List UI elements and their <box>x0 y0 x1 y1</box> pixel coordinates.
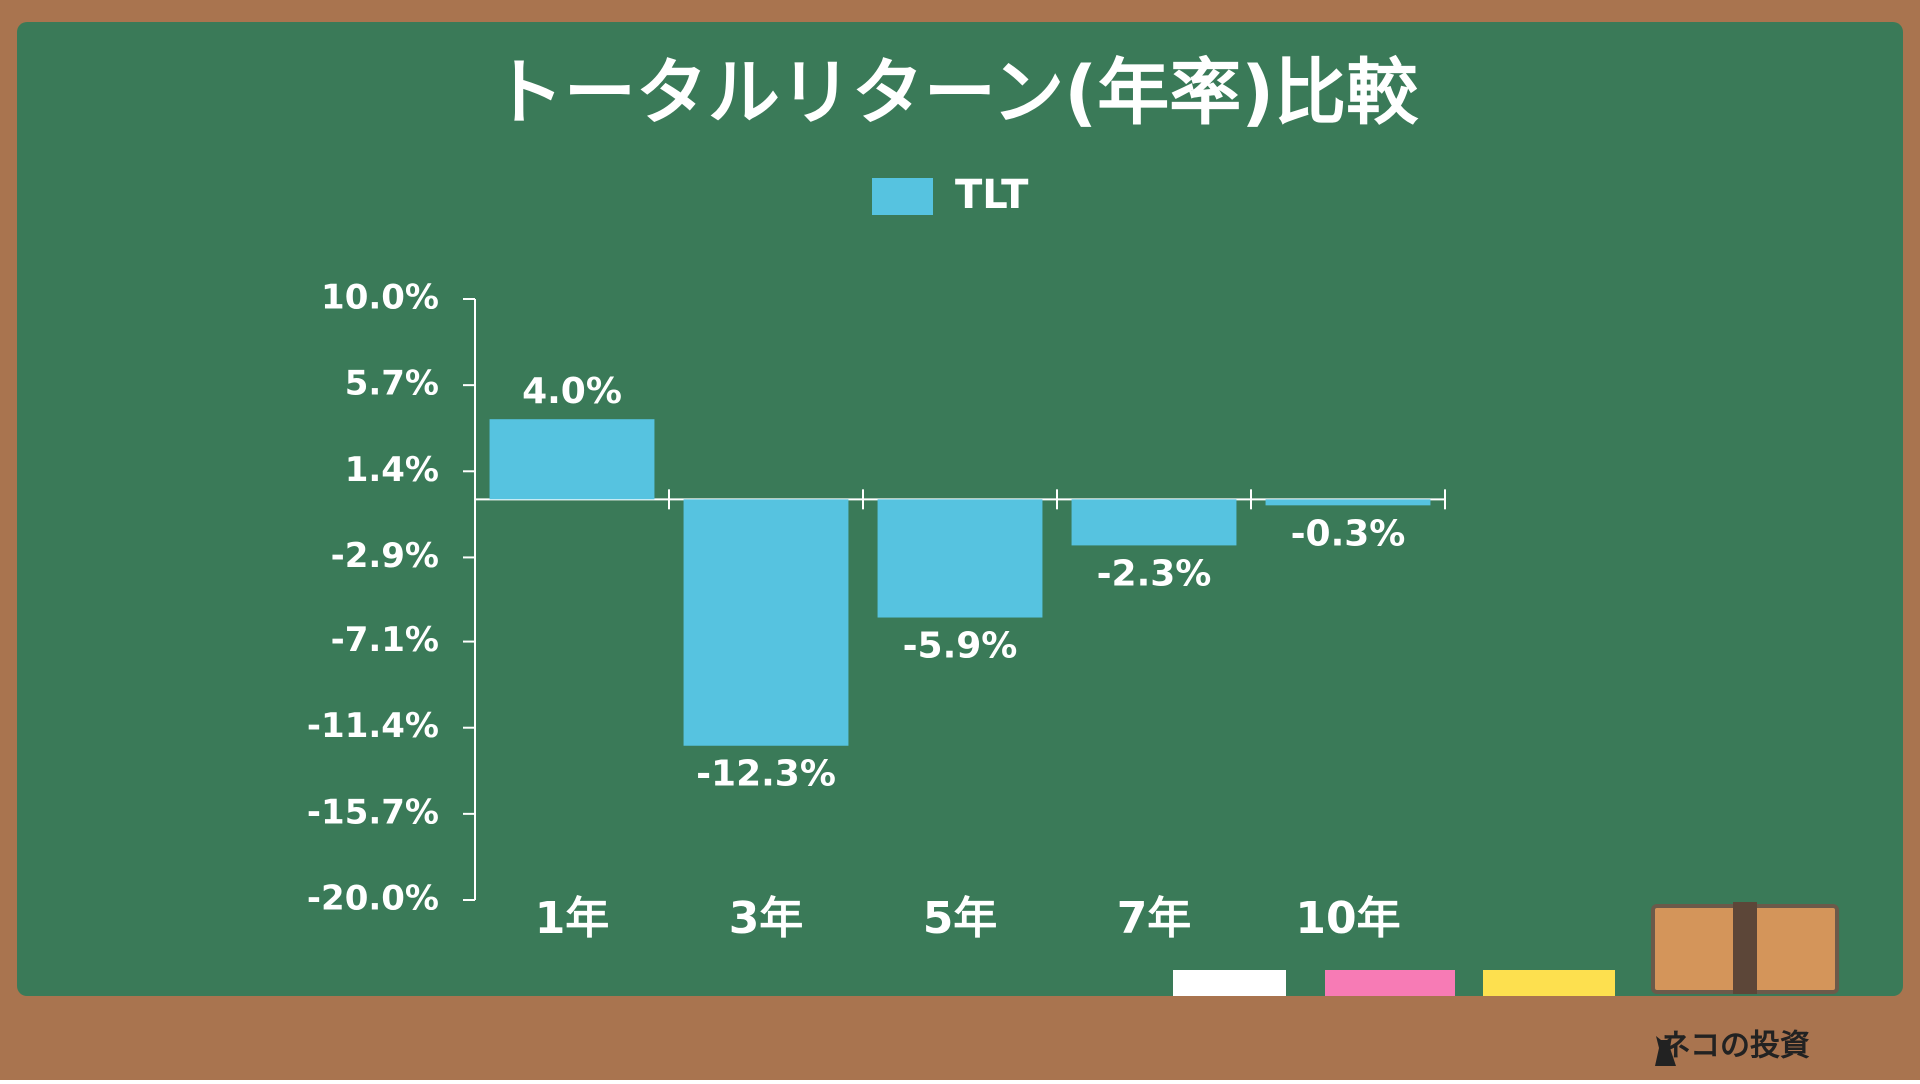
x-tick-label: 3年 <box>729 893 804 944</box>
y-tick-label: -11.4% <box>307 706 439 746</box>
bar <box>1071 499 1237 546</box>
y-tick-label: 5.7% <box>345 364 439 404</box>
chalk-white <box>1173 970 1286 996</box>
value-label: -2.3% <box>1097 553 1212 594</box>
value-label: -12.3% <box>696 754 836 795</box>
legend-swatch <box>872 178 933 215</box>
value-label: -5.9% <box>903 626 1018 667</box>
chart-title: トータルリターン(年率)比較 <box>492 51 1419 135</box>
x-tick-label: 10年 <box>1295 893 1400 944</box>
x-tick-label: 7年 <box>1117 893 1192 944</box>
bar <box>1265 499 1431 506</box>
value-label: 4.0% <box>522 371 622 412</box>
y-tick-label: 1.4% <box>345 450 439 490</box>
x-tick-label: 1年 <box>535 893 610 944</box>
value-label: -0.3% <box>1291 513 1406 554</box>
brand: ネコの投資 <box>1661 1029 1810 1064</box>
eraser-band <box>1733 902 1757 994</box>
bar <box>877 499 1043 618</box>
y-tick-label: -2.9% <box>331 536 439 576</box>
y-tick-label: -20.0% <box>307 879 439 919</box>
bar <box>683 499 849 746</box>
x-tick-label: 5年 <box>923 893 998 944</box>
legend-label: TLT <box>955 172 1029 218</box>
chalk-pink <box>1325 970 1455 996</box>
cat-icon <box>1655 1036 1676 1066</box>
y-tick-label: 10.0% <box>321 278 439 318</box>
y-tick-label: -15.7% <box>307 792 439 832</box>
bar <box>489 419 655 500</box>
chalk-yellow <box>1483 970 1615 996</box>
y-tick-label: -7.1% <box>331 620 439 660</box>
